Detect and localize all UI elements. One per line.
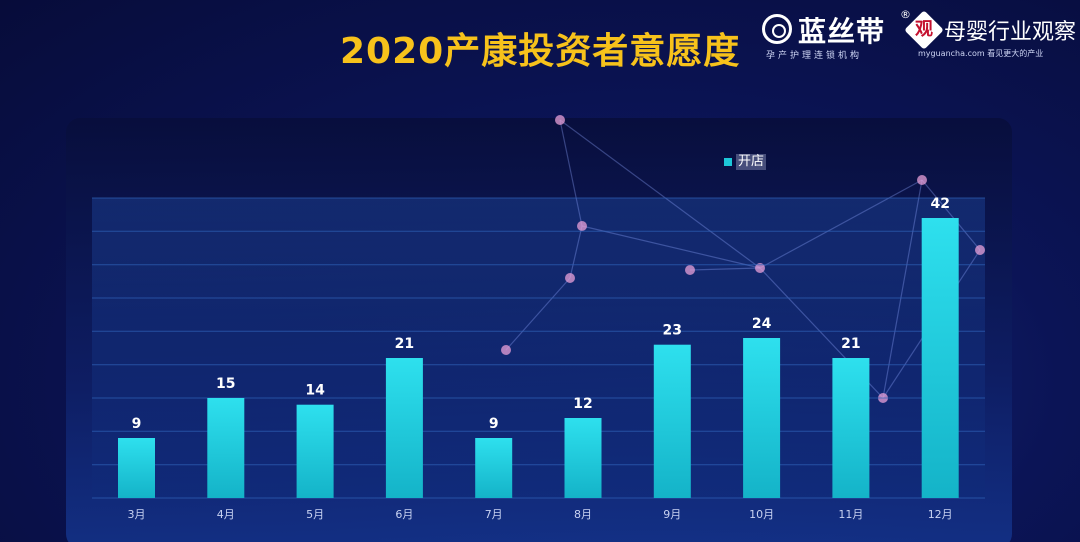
data-label: 14 (305, 383, 325, 399)
bar (475, 438, 513, 498)
x-tick-label: 4月 (217, 508, 235, 521)
network-node (565, 273, 575, 283)
x-tick-label: 7月 (485, 508, 503, 521)
x-tick-label: 5月 (306, 508, 324, 521)
x-tick-label: 6月 (395, 508, 413, 521)
bar (743, 338, 781, 498)
bar (832, 358, 870, 498)
network-line (505, 277, 571, 351)
x-tick-label: 8月 (574, 508, 592, 521)
data-label: 23 (663, 323, 682, 339)
page-title: 2020产康投资者意愿度 (340, 31, 741, 72)
data-label: 21 (395, 336, 414, 352)
network-decoration (501, 115, 985, 403)
bars (118, 218, 959, 498)
muying-guancha-logo-subtitle: myguancha.com 看见更大的产业 (918, 49, 1044, 58)
bar (296, 404, 334, 498)
network-line (882, 179, 923, 399)
data-label: 21 (841, 336, 860, 352)
lansidai-logo-name: 蓝丝带 (798, 15, 886, 48)
network-node (917, 175, 927, 185)
data-label: 15 (216, 376, 235, 392)
x-tick-label: 3月 (128, 508, 146, 521)
data-label: 9 (489, 416, 499, 432)
bar (653, 344, 691, 498)
network-node (501, 345, 511, 355)
bar (564, 418, 602, 498)
x-tick-label: 11月 (838, 508, 863, 521)
network-line (689, 267, 761, 271)
data-label: 12 (573, 396, 592, 412)
network-line (559, 119, 583, 227)
legend-label: 开店 (736, 154, 767, 170)
registered-mark: ® (900, 8, 911, 21)
data-labels: 9 15 14 21 9 12 23 24 21 42 (132, 196, 950, 432)
network-node (685, 265, 695, 275)
data-label: 42 (930, 196, 949, 212)
bar (921, 218, 959, 498)
network-node (755, 263, 765, 273)
bar (207, 398, 245, 498)
network-line (559, 119, 761, 269)
bar (118, 438, 155, 498)
network-line (921, 179, 981, 251)
network-node (975, 245, 985, 255)
network-line (759, 179, 923, 269)
muying-guancha-logo-name: 母婴行业观察 (944, 20, 1077, 45)
x-tick-label: 9月 (663, 508, 681, 521)
network-line (569, 225, 583, 279)
x-tick-labels: 3月 4月 5月 6月 7月 8月 9月 10月 11月 12月 (128, 508, 953, 521)
data-label: 9 (132, 416, 142, 432)
bar (385, 358, 423, 498)
network-node (577, 221, 587, 231)
lansidai-logo-subtitle: 孕产护理连锁机构 (766, 51, 863, 61)
lansidai-logo: 蓝丝带 ® 孕产护理连锁机构 (760, 8, 911, 64)
data-label: 24 (752, 316, 772, 332)
muying-guancha-logo: 观 母婴行业观察 myguancha.com 看见更大的产业 (904, 8, 1077, 64)
legend-swatch (724, 158, 732, 166)
x-tick-label: 10月 (749, 508, 774, 521)
network-node (555, 115, 565, 125)
x-tick-label: 12月 (928, 508, 953, 521)
brand-logos: 蓝丝带 ® 孕产护理连锁机构 观 母婴行业观察 myguancha.com 看见… (760, 8, 1076, 64)
network-line (581, 225, 761, 269)
ribbon-logo-icon (762, 14, 792, 44)
